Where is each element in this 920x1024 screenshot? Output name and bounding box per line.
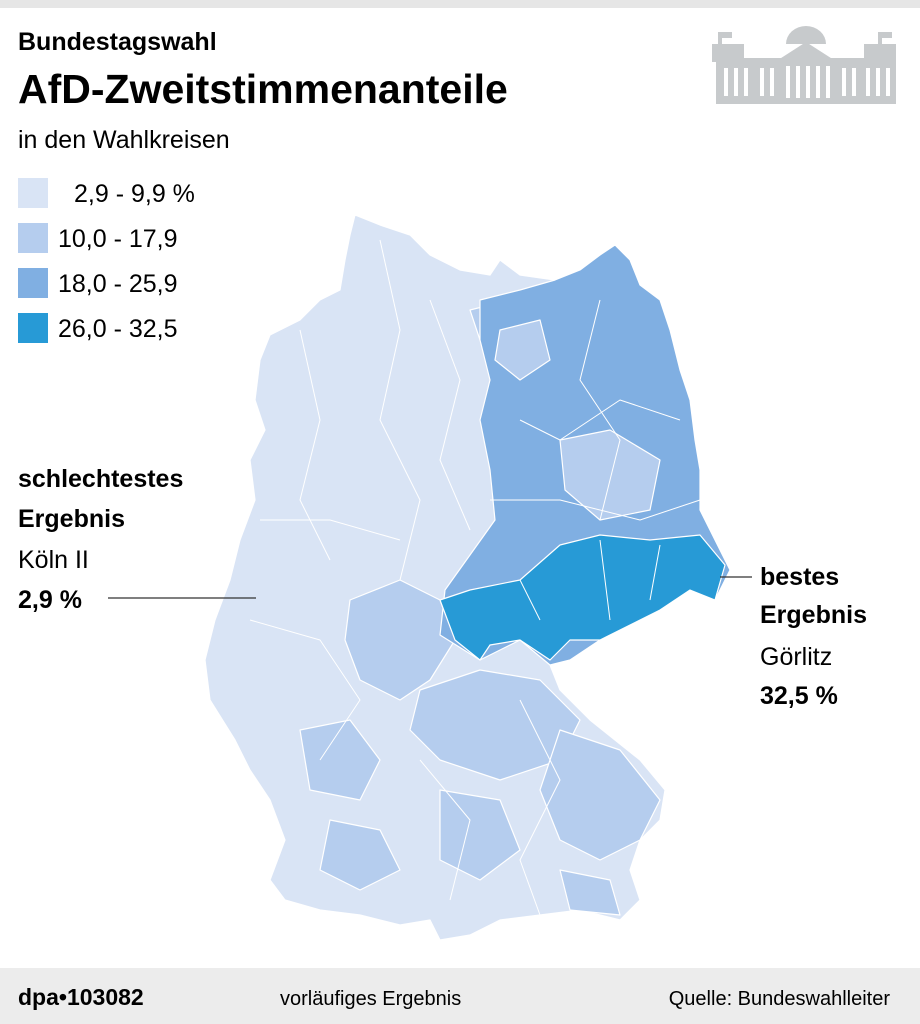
reichstag-icon bbox=[712, 26, 896, 104]
annotation-place: Köln II bbox=[18, 546, 89, 574]
annotation-heading: Ergebnis bbox=[18, 505, 125, 533]
footer-note: vorläufiges Ergebnis bbox=[280, 988, 461, 1010]
annotation-value: 2,9 % bbox=[18, 586, 82, 614]
annotation-worst: schlechtestes Ergebnis Köln II 2,9 % bbox=[18, 465, 256, 614]
legend-label: 26,0 - 32,5 bbox=[58, 315, 178, 343]
legend-label: 10,0 - 17,9 bbox=[58, 225, 178, 253]
annotation-heading: Ergebnis bbox=[760, 601, 867, 629]
footer-source: Quelle: Bundeswahlleiter bbox=[669, 988, 891, 1010]
kicker: Bundestagswahl bbox=[18, 28, 217, 56]
annotation-heading: bestes bbox=[760, 563, 839, 591]
map-region-dark bbox=[439, 534, 726, 661]
footer-agency: dpa•103082 bbox=[18, 984, 144, 1010]
title: AfD-Zweitstimmenanteile bbox=[18, 66, 508, 112]
legend-swatch bbox=[18, 178, 48, 208]
legend-swatch bbox=[18, 268, 48, 298]
map bbox=[204, 214, 731, 941]
map-borders bbox=[249, 239, 701, 916]
map-regions-east-light bbox=[494, 319, 661, 521]
footer-bar bbox=[0, 968, 920, 1024]
annotation-value: 32,5 % bbox=[760, 682, 838, 710]
subtitle: in den Wahlkreisen bbox=[18, 126, 230, 154]
annotation-heading: schlechtestes bbox=[18, 465, 183, 493]
top-bar bbox=[0, 0, 920, 8]
annotation-place: Görlitz bbox=[760, 643, 832, 671]
legend: 2,9 - 9,9 % 10,0 - 17,9 18,0 - 25,9 26,0 - … bbox=[18, 178, 195, 343]
legend-swatch bbox=[18, 223, 48, 253]
annotation-best: bestes Ergebnis Görlitz 32,5 % bbox=[720, 563, 867, 710]
legend-label: 18,0 - 25,9 bbox=[58, 270, 178, 298]
legend-swatch bbox=[18, 313, 48, 343]
legend-label: 2,9 - 9,9 % bbox=[74, 180, 195, 208]
